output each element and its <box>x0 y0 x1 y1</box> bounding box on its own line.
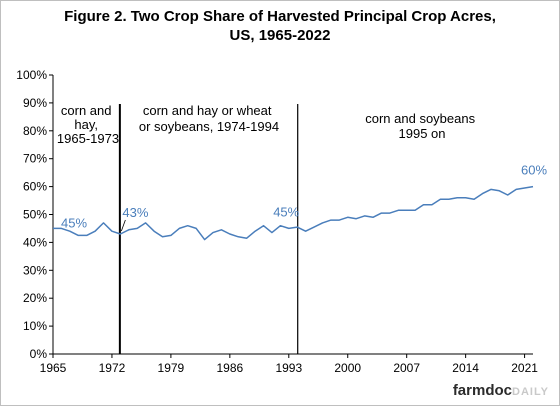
data-label-2022: 60% <box>521 163 547 178</box>
annotation-period-3: corn and soybeans 1995 on <box>365 111 478 141</box>
y-tick-label: 60% <box>23 180 47 194</box>
chart-title-line1: Figure 2. Two Crop Share of Harvested Pr… <box>64 8 496 25</box>
annotation-period-1-line1: corn and <box>61 103 112 118</box>
y-tick-label: 50% <box>23 208 47 222</box>
x-tick-label: 2000 <box>334 361 361 375</box>
data-label-1994: 45% <box>273 204 299 219</box>
x-tick-label: 1972 <box>99 361 126 375</box>
y-tick-label: 90% <box>23 96 47 110</box>
x-tick-label: 1993 <box>275 361 302 375</box>
logo-main-text: farmdoc <box>452 382 512 399</box>
y-tick-label: 10% <box>23 319 47 333</box>
y-tick-labels: 0% 10% 20% 30% 40% 50% 60% 70% 80% 90% 100% <box>16 68 53 361</box>
annotation-period-2-line1: corn and hay or wheat <box>143 103 272 118</box>
y-tick-label: 70% <box>23 152 47 166</box>
period-dividers <box>118 104 299 354</box>
annotation-period-1: corn and hay, 1965-1973 <box>57 103 119 146</box>
x-tick-label: 1986 <box>216 361 243 375</box>
y-tick-label: 0% <box>30 347 48 361</box>
annotation-period-2: corn and hay or wheat or soybeans, 1974-… <box>139 103 279 134</box>
annotation-period-3-line2: 1995 on <box>399 126 446 141</box>
data-label-1973: 43% <box>122 205 148 220</box>
data-label-leader-1973 <box>120 219 126 232</box>
series-line-group <box>53 185 534 241</box>
data-labels: 45% 43% 45% 60% <box>61 163 547 232</box>
y-tick-label: 30% <box>23 263 47 277</box>
data-label-1965: 45% <box>61 215 87 230</box>
annotation-period-1-line3: 1965-1973 <box>57 131 119 146</box>
x-tick-label: 2021 <box>511 361 538 375</box>
y-tick-label: 20% <box>23 291 47 305</box>
annotation-period-1-line2: hay, <box>74 117 98 132</box>
series-line <box>53 185 534 241</box>
period-annotations: corn and hay, 1965-1973 corn and hay or … <box>57 103 478 146</box>
chart-title-line2: US, 1965-2022 <box>229 27 331 44</box>
chart-title: Figure 2. Two Crop Share of Harvested Pr… <box>1 7 559 45</box>
farmdoc-daily-logo: farmdocDAILY <box>453 382 549 399</box>
x-tick-label: 1965 <box>40 361 67 375</box>
logo-suffix-text: DAILY <box>512 386 549 398</box>
x-tick-label: 1979 <box>158 361 185 375</box>
y-tick-label: 100% <box>16 68 47 82</box>
x-tick-label: 2014 <box>452 361 479 375</box>
x-tick-label: 2007 <box>393 361 420 375</box>
x-tick-labels: 1965 1972 1979 1986 1993 2000 2007 2014 2021 <box>40 354 538 375</box>
y-tick-label: 40% <box>23 235 47 249</box>
y-tick-label: 80% <box>23 124 47 138</box>
annotation-period-2-line2: or soybeans, 1974-1994 <box>139 119 279 134</box>
annotation-period-3-line1: corn and soybeans <box>365 111 475 126</box>
